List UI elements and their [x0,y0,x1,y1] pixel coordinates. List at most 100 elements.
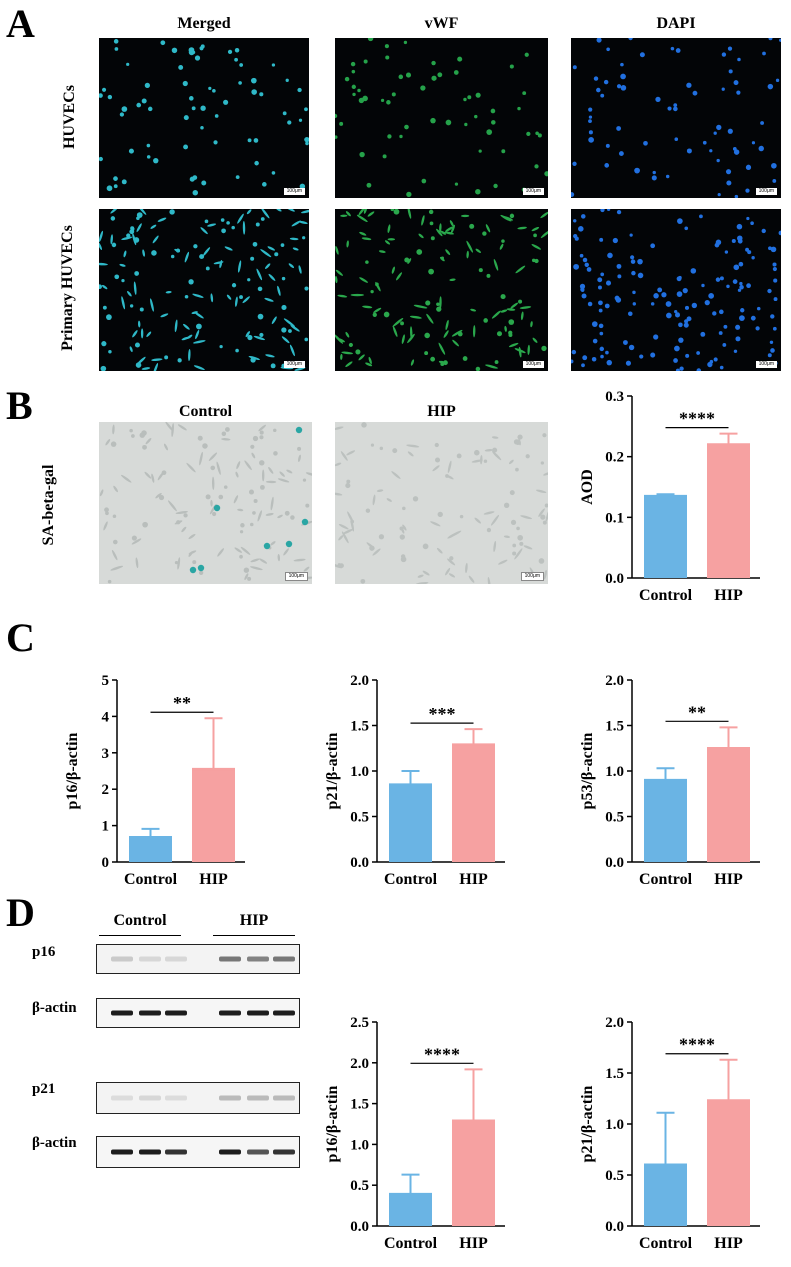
cell [732,279,738,285]
cell [210,499,213,507]
cell [503,535,511,538]
cell [586,267,592,272]
cell [494,360,499,364]
cell [665,174,670,179]
cell [289,344,295,357]
cell [401,334,405,345]
scale-bar: 100μm [522,188,544,195]
blot-band [165,1010,187,1016]
cell [629,233,633,237]
cell [99,262,108,266]
x-tick-label: Control [639,587,693,604]
cell [691,302,698,309]
cell [174,319,178,333]
cell [770,246,777,253]
cell [298,118,303,122]
cell [400,321,404,326]
cell [630,259,636,264]
bar-control [644,780,687,862]
cell [253,138,259,143]
y-tick-label: 1.0 [605,1117,624,1133]
cell [291,220,301,227]
y-axis-label: p16/β-actin [324,1085,341,1162]
cell [391,266,395,274]
cell [745,247,750,252]
cell [378,250,386,253]
cell [591,356,597,362]
row-label-primary-huvecs: Primary HUVECs [59,225,76,351]
cell [520,515,533,520]
cell [240,523,245,528]
cell [288,263,295,269]
cell [171,47,178,54]
cell [193,244,198,249]
cell [410,359,415,366]
cell [508,330,513,335]
cell [202,443,208,449]
micrograph-primary-huvecs-dapi: 100μm [571,209,781,371]
y-tick-label: 3 [102,746,110,762]
cell [650,243,656,249]
cell [452,339,460,347]
cell [501,149,506,154]
cell [129,229,135,235]
cell [335,245,339,255]
cell [478,149,482,153]
cell [395,272,403,281]
cell [435,457,441,463]
cell [246,209,252,215]
cell [102,305,107,310]
cell [200,125,204,130]
y-axis-label: p21/β-actin [579,1085,596,1162]
cell [352,92,356,97]
cell [265,513,274,516]
cell [127,290,132,297]
cell [678,275,682,280]
blot-strip-actin-2 [96,1136,300,1168]
blot-band [139,1095,161,1101]
cell [628,38,633,41]
cell [733,264,740,271]
cell [203,247,211,256]
cell [282,111,287,116]
cell [537,133,542,138]
cell [304,286,309,291]
cell [607,252,613,259]
cell [518,299,523,304]
cell [493,183,498,189]
cell [436,306,442,312]
cell [587,301,593,307]
cell [430,356,436,362]
cell [244,460,252,471]
cell [678,337,684,343]
cell [275,209,282,212]
cell [195,329,200,340]
cell [686,148,692,154]
blot-strip-p16 [96,944,300,974]
cell [335,563,343,569]
cell [404,124,409,130]
cell [588,119,592,124]
cell [350,519,355,532]
cell [277,285,281,296]
cell [290,515,295,520]
cell [677,218,683,224]
cell [140,328,144,339]
micrograph-sa-beta-gal-control: 100μm [99,422,312,584]
cell [768,38,773,41]
cell [302,478,307,482]
cell [531,258,536,263]
cell [772,326,777,331]
cell [270,496,274,511]
blot-band [219,956,241,962]
cell [183,115,189,121]
cell [673,103,678,107]
cell [219,345,223,349]
cell [259,435,264,440]
cell [451,329,463,337]
stained-cell [295,426,303,434]
cell [721,87,725,91]
cell [194,55,201,61]
cell [335,113,338,119]
cell [376,489,384,492]
